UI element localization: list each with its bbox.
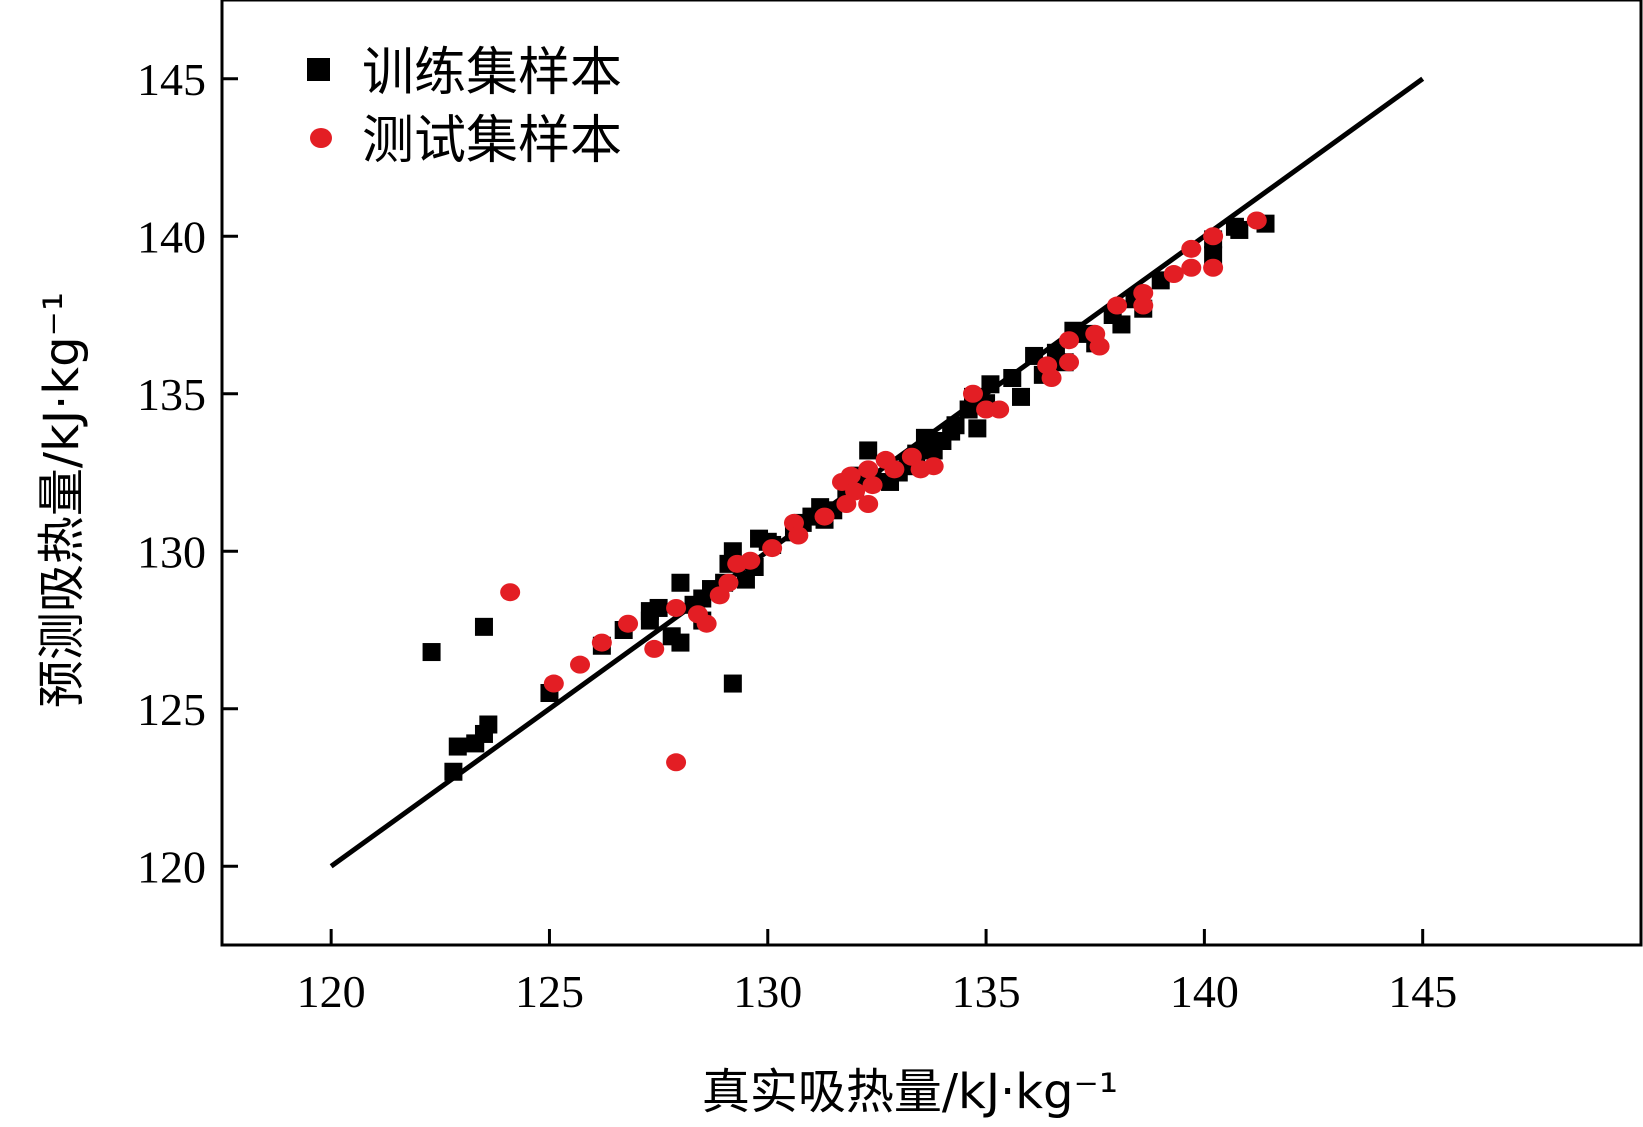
train-point [479, 715, 498, 734]
test-point [1203, 258, 1224, 277]
x-tick-label: 120 [297, 966, 366, 1017]
x-tick-label: 135 [952, 966, 1021, 1017]
test-point [1041, 369, 1062, 387]
test-point [1181, 239, 1202, 258]
train-point [422, 643, 441, 662]
x-axis-title: 真实吸热量/kJ·kg⁻¹ [702, 1064, 1118, 1120]
test-point [1181, 258, 1202, 277]
train-point [723, 674, 742, 693]
test-point [884, 460, 905, 479]
legend-marker-train [307, 58, 330, 81]
test-point [543, 674, 564, 693]
x-tick-label: 130 [733, 966, 802, 1017]
test-point [762, 539, 783, 558]
test-point [840, 466, 861, 485]
test-point [845, 482, 866, 501]
test-point [1059, 331, 1080, 350]
train-point [946, 416, 965, 435]
train-point [1112, 315, 1131, 334]
train-point [859, 441, 878, 460]
train-point [968, 419, 987, 438]
train-point [1230, 220, 1249, 239]
test-point [696, 614, 717, 633]
train-point [444, 762, 463, 781]
test-point [570, 655, 591, 674]
test-point [862, 476, 883, 495]
test-point [591, 633, 612, 652]
legend-label-train: 训练集样本 [362, 43, 622, 103]
train-point [1012, 387, 1031, 406]
x-axis: 120 125 130 135 140 145 [297, 929, 1457, 1017]
y-tick-label: 130 [137, 526, 206, 577]
y-axis: 120 125 130 135 140 145 [137, 54, 238, 892]
train-point [671, 573, 690, 592]
test-point [1246, 211, 1267, 230]
test-point [989, 400, 1010, 419]
legend-label-test: 测试集样本 [362, 111, 622, 171]
test-point [1089, 337, 1110, 356]
y-tick-label: 145 [137, 54, 206, 105]
test-point [644, 639, 665, 658]
test-point [923, 457, 944, 476]
test-point [618, 614, 639, 633]
train-point [1003, 369, 1022, 387]
x-tick-label: 145 [1388, 966, 1457, 1017]
y-tick-label: 140 [137, 211, 206, 262]
train-point [1204, 246, 1223, 265]
y-tick-label: 135 [137, 369, 206, 420]
test-point [1059, 353, 1080, 372]
test-point [666, 753, 687, 772]
test-point [1133, 296, 1154, 315]
train-point [448, 737, 467, 756]
data-points [422, 211, 1275, 781]
test-point [666, 598, 687, 617]
y-tick-label: 125 [137, 684, 206, 735]
legend: 训练集样本 测试集样本 [307, 43, 622, 171]
test-point [740, 551, 761, 570]
train-point [981, 375, 1000, 394]
train-point [649, 598, 668, 617]
test-point [858, 495, 879, 513]
train-point [671, 633, 690, 652]
test-point [1107, 296, 1128, 315]
test-point [858, 460, 879, 479]
test-point [1203, 227, 1224, 246]
test-point [1163, 265, 1184, 284]
test-point [1133, 283, 1154, 302]
y-tick-label: 120 [137, 841, 206, 892]
test-point [718, 573, 739, 592]
x-tick-label: 125 [515, 966, 584, 1017]
test-point [500, 583, 521, 602]
plot-frame [220, 0, 1643, 947]
test-point [814, 507, 835, 526]
x-tick-label: 140 [1170, 966, 1239, 1017]
test-point [962, 384, 983, 403]
legend-marker-test [310, 128, 332, 148]
train-point [474, 617, 493, 636]
y-axis-title: 预测吸热量/kJ·kg⁻¹ [34, 292, 90, 708]
test-point [788, 526, 809, 545]
train-point [1025, 346, 1044, 365]
